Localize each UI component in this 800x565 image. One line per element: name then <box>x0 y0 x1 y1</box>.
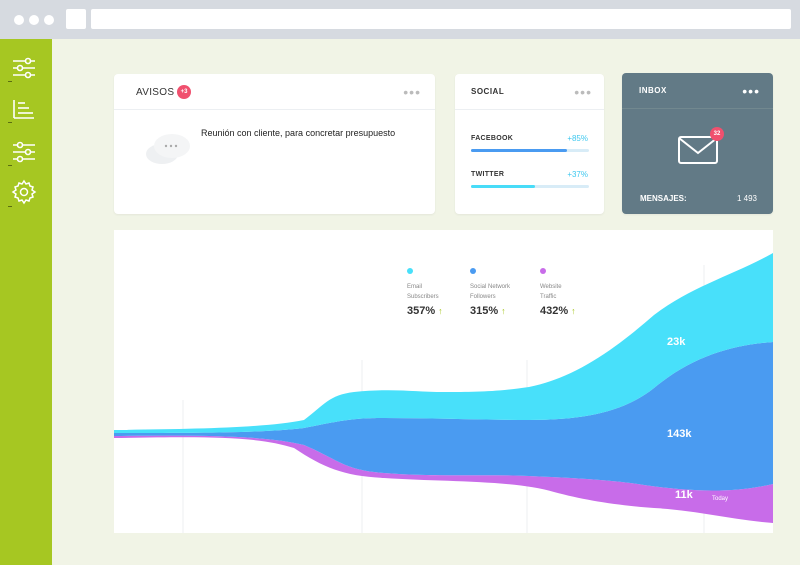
window-dot[interactable] <box>14 15 24 25</box>
up-arrow-icon: ↑ <box>501 306 506 316</box>
up-arrow-icon: ↑ <box>571 306 576 316</box>
legend-dot <box>407 268 413 274</box>
address-bar[interactable] <box>91 9 791 29</box>
sidebar-divider <box>8 206 12 207</box>
email-value-label: 23k <box>667 336 686 348</box>
up-arrow-icon: ↑ <box>438 306 443 316</box>
twitter-progress-fill <box>471 185 535 188</box>
email-subscribers-area <box>114 253 773 433</box>
card-header: INBOX ••• <box>622 73 773 109</box>
chat-bubbles-icon <box>144 130 194 166</box>
avisos-badge: +3 <box>177 85 191 99</box>
legend-label: Website Traffic <box>540 284 562 300</box>
twitter-value: +37% <box>567 170 588 179</box>
inbox-title: INBOX <box>639 86 667 95</box>
facebook-value: +85% <box>567 134 588 143</box>
window-dot[interactable] <box>44 15 54 25</box>
avisos-title: AVISOS <box>136 87 175 98</box>
more-icon[interactable]: ••• <box>403 84 421 100</box>
legend-label: Email Subscribers <box>407 284 439 300</box>
messages-count: 1 493 <box>736 194 757 203</box>
inbox-badge: 32 <box>710 127 724 141</box>
legend-percent: 357% ↑ <box>407 305 443 317</box>
sidebar-divider <box>8 165 12 166</box>
facebook-label: FACEBOOK <box>471 135 514 142</box>
legend-dot <box>470 268 476 274</box>
legend-dot <box>540 268 546 274</box>
facebook-progress-fill <box>471 149 567 152</box>
sidebar-divider <box>8 122 12 123</box>
twitter-label: TWITTER <box>471 171 505 178</box>
growth-chart: Email Subscribers 357% ↑ Social Network Fol… <box>114 230 773 533</box>
sliders-icon[interactable] <box>10 138 38 166</box>
inbox-card[interactable]: INBOX ••• 32 MENSAJES: 1 493 <box>622 73 773 214</box>
sliders-icon[interactable] <box>10 54 38 82</box>
aviso-message[interactable]: Reunión con cliente, para concretar pres… <box>201 128 396 138</box>
social-card: SOCIAL ••• FACEBOOK +85% TWITTER +37% <box>455 74 604 214</box>
legend-label: Social Network Followers <box>470 284 511 300</box>
card-header: AVISOS +3 ••• <box>114 74 435 110</box>
gear-icon[interactable] <box>10 178 38 206</box>
tab-square[interactable] <box>66 9 86 29</box>
stream-chart <box>114 253 773 533</box>
messages-label: MENSAJES: <box>640 194 687 203</box>
social-value-label: 143k <box>667 428 692 440</box>
browser-chrome <box>0 0 800 39</box>
social-title: SOCIAL <box>471 87 505 96</box>
sidebar-divider <box>8 81 12 82</box>
legend-percent: 432% ↑ <box>540 305 576 317</box>
web-value-label: 11k <box>675 489 693 501</box>
web-traffic-area <box>114 435 773 523</box>
legend-percent: 315% ↑ <box>470 305 506 317</box>
avisos-card: AVISOS +3 ••• Reunión con cliente, para … <box>114 74 435 214</box>
facebook-progress <box>471 149 589 152</box>
today-label: Today <box>712 496 729 502</box>
more-icon[interactable]: ••• <box>742 83 760 99</box>
more-icon[interactable]: ••• <box>574 84 592 100</box>
sidebar <box>0 39 52 565</box>
window-dot[interactable] <box>29 15 39 25</box>
social-network-area <box>114 342 773 491</box>
twitter-progress <box>471 185 589 188</box>
list-icon[interactable] <box>10 95 38 123</box>
card-header: SOCIAL ••• <box>455 74 604 110</box>
envelope-icon[interactable] <box>677 133 719 165</box>
